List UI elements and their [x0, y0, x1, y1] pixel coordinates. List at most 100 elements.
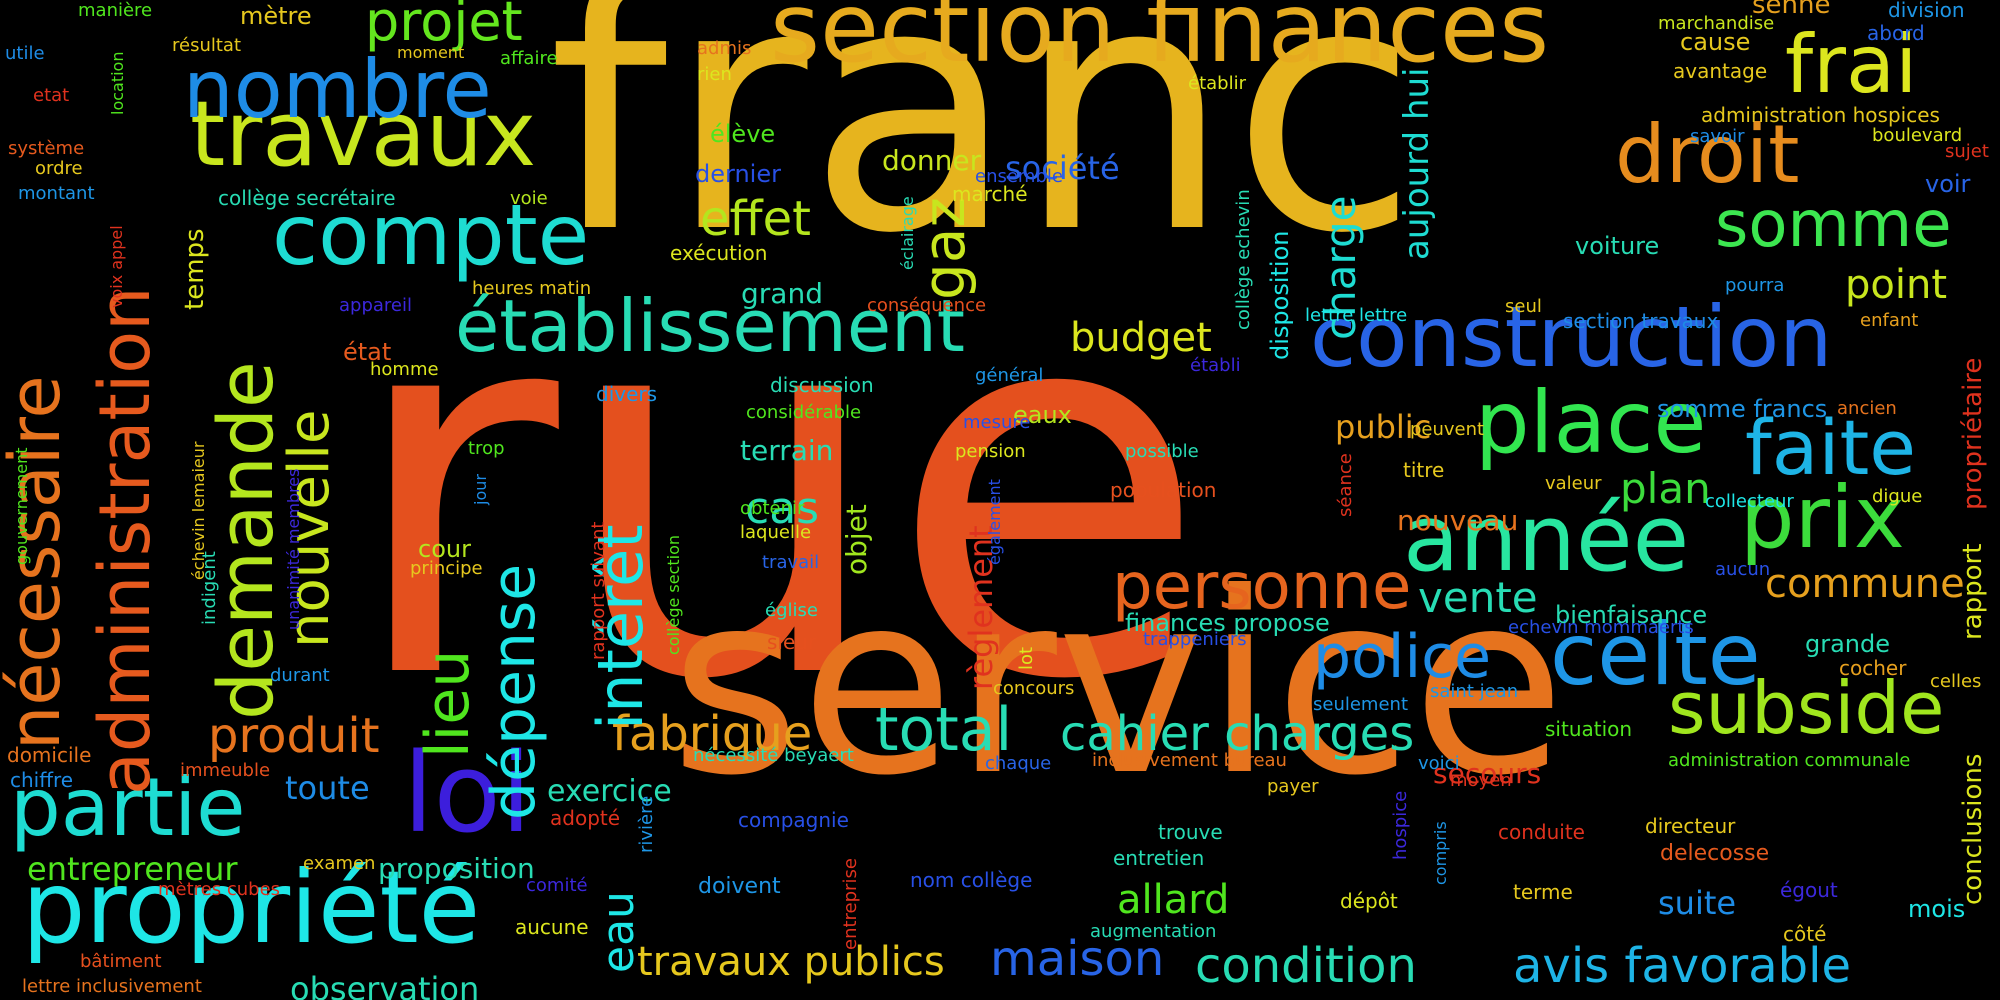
word-élève: élève: [710, 120, 776, 148]
word-service: service: [670, 539, 1566, 830]
word-bâtiment: bâtiment: [80, 951, 162, 972]
word-laquelle: laquelle: [740, 522, 812, 543]
word-finances-propose: finances propose: [1125, 609, 1330, 637]
word-hospice: hospice: [1390, 790, 1411, 860]
word-budget: budget: [1070, 315, 1212, 361]
word-frai: frai: [1785, 18, 1918, 111]
word-côté: côté: [1783, 922, 1827, 946]
word-inclusivement-bureau: inclusivement bureau: [1092, 750, 1287, 771]
word-maison: maison: [990, 931, 1165, 987]
word-effet: effet: [700, 191, 811, 247]
word-entretien: entretien: [1113, 846, 1205, 870]
word-échevin-lemaieur: échevin lemaieur: [189, 441, 208, 580]
word-conclusions: conclusions: [1958, 753, 1988, 905]
word-public: public: [1335, 408, 1432, 446]
word-grand: grand: [741, 277, 823, 310]
word-bienfaisance: bienfaisance: [1555, 601, 1708, 629]
word-cocher: cocher: [1839, 656, 1907, 680]
word-concours: concours: [993, 678, 1075, 699]
word-section-travaux: section travaux: [1563, 309, 1719, 333]
word-dépense: dépense: [479, 563, 549, 820]
word-objet: objet: [840, 504, 873, 575]
word-delecosse: delecosse: [1660, 841, 1770, 866]
word-ensemble: ensemble: [975, 166, 1063, 187]
word-senne: senne: [1752, 0, 1831, 20]
word-aucun: aucun: [1715, 559, 1771, 580]
word-commune: commune: [1765, 561, 1965, 607]
word-travaux: travaux: [190, 82, 537, 187]
word-unanimité-membres: unanimité membres: [284, 468, 303, 630]
word-possible: possible: [1125, 441, 1199, 462]
word-rapport: rapport: [1958, 543, 1988, 640]
word-doivent: doivent: [698, 874, 781, 899]
word-compris: compris: [1431, 821, 1450, 885]
word-prix: prix: [1740, 468, 1905, 568]
word-sieur: sieur: [767, 630, 817, 654]
word-allard: allard: [1117, 877, 1230, 923]
word-mesure: mesure: [963, 412, 1031, 433]
word-compagnie: compagnie: [738, 808, 849, 832]
word-homme: homme: [370, 359, 439, 380]
word-établi: établi: [1190, 355, 1241, 376]
word-durant: durant: [270, 665, 330, 686]
word-nombre: nombre: [183, 43, 492, 136]
word-construction: construction: [1310, 288, 1833, 386]
word-jour: jour: [471, 474, 490, 505]
word-gaz: gaz: [910, 197, 978, 300]
word-donner: donner: [882, 144, 982, 177]
word-administration-communale: administration communale: [1668, 750, 1911, 771]
word-avis-favorable: avis favorable: [1513, 938, 1851, 994]
word-général: général: [975, 365, 1044, 386]
word-toute: toute: [285, 769, 370, 807]
word-église: église: [765, 600, 818, 621]
word-cahier-charges: cahier charges: [1060, 706, 1415, 762]
word-mois: mois: [1908, 895, 1966, 923]
word-voie: voie: [510, 188, 548, 209]
word-moyen: moyen: [1450, 770, 1512, 791]
word-division: division: [1888, 0, 1965, 22]
word-aucune: aucune: [515, 915, 589, 939]
word-place: place: [1475, 373, 1707, 473]
word-travaux-publics: travaux publics: [637, 939, 945, 985]
word-nouveau: nouveau: [1397, 504, 1519, 537]
word-police: police: [1313, 622, 1492, 692]
word-seulement: seulement: [1313, 694, 1409, 715]
word-entreprise: entreprise: [840, 858, 861, 950]
word-travail: travail: [762, 552, 820, 573]
word-location: location: [108, 51, 127, 115]
word-divers: divers: [596, 382, 658, 406]
word-condition: condition: [1195, 938, 1417, 994]
word-vente: vente: [1418, 573, 1538, 622]
word-augmentation: augmentation: [1090, 921, 1217, 942]
word-propriétaire: propriétaire: [1958, 357, 1988, 510]
word-égout: égout: [1780, 878, 1838, 902]
word-cas: cas: [745, 483, 820, 534]
word-situation: situation: [1545, 717, 1633, 741]
word-entrepreneur: entrepreneur: [27, 850, 238, 888]
word-adopté: adopté: [550, 806, 621, 830]
word-séance: séance: [1335, 453, 1356, 517]
word-abord: abord: [1867, 21, 1925, 45]
word-secours: secours: [1433, 757, 1542, 790]
word-point: point: [1845, 262, 1948, 308]
word-comité: comité: [526, 875, 588, 896]
word-franc: franc: [548, 0, 1419, 308]
word-voix-appel: voix appel: [107, 225, 126, 308]
word-observation: observation: [290, 970, 480, 1000]
word-collège-section: collège section: [664, 534, 683, 655]
word-disposition: disposition: [1266, 230, 1294, 360]
word-titre: titre: [1403, 458, 1445, 482]
word-appareil: appareil: [339, 295, 412, 316]
word-droit: droit: [1615, 108, 1800, 201]
word-administration-hospices: administration hospices: [1701, 103, 1940, 127]
word-mètres-cubes: mètres cubes: [158, 879, 281, 900]
word-rapport-suivant: rapport suivant: [588, 521, 609, 660]
word-eau: eau: [593, 891, 644, 973]
word-établir: établir: [1188, 73, 1246, 94]
word-section-finances: section finances: [770, 0, 1550, 84]
word-mètre: mètre: [240, 2, 312, 30]
word-loi: loi: [403, 729, 532, 857]
word-lieu: lieu: [413, 649, 483, 758]
word-rien: rien: [697, 64, 732, 85]
